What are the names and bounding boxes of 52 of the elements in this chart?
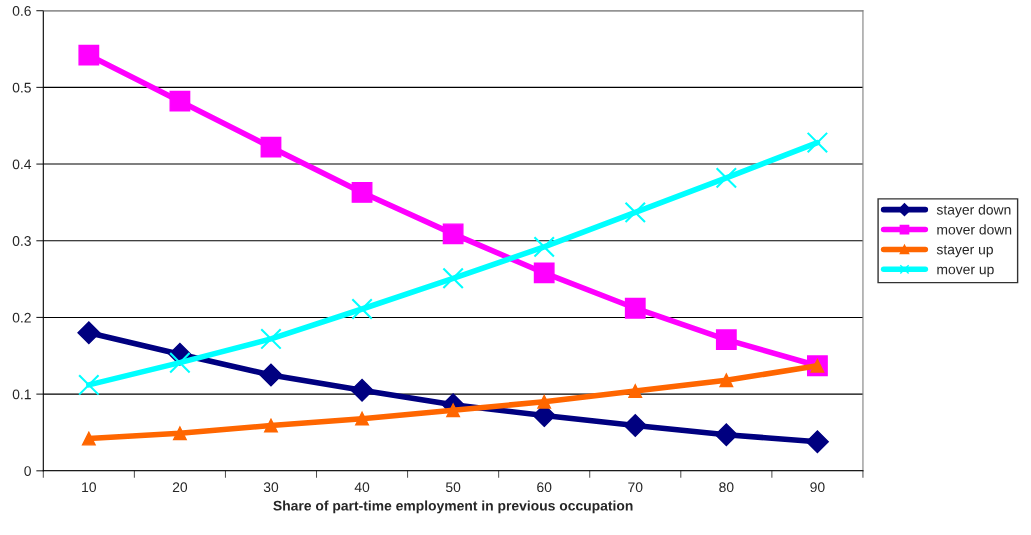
- legend-label: mover down: [937, 224, 1012, 235]
- point: [78, 44, 100, 66]
- x-tick-label: 80: [719, 482, 734, 493]
- point: [264, 418, 278, 433]
- point: [714, 423, 738, 447]
- point: [537, 394, 552, 409]
- point: [260, 136, 282, 158]
- x-tick-label: 30: [263, 482, 279, 493]
- point: [715, 167, 738, 189]
- point: [169, 351, 191, 374]
- y-tick-label: 0.2: [12, 312, 31, 323]
- legend-label: stayer down: [936, 204, 1011, 218]
- point: [259, 363, 283, 387]
- legend-label: stayer up: [936, 245, 993, 258]
- point: [442, 223, 464, 245]
- x-axis-title: Share of part-time employment in previous occupation: [273, 500, 633, 514]
- point: [81, 431, 96, 446]
- point: [169, 90, 191, 112]
- point: [78, 374, 100, 396]
- x-tick-label: 50: [445, 482, 461, 493]
- y-tick-label: 0: [24, 466, 31, 476]
- y-tick-label: 0.5: [12, 82, 31, 93]
- y-tick-label: 0.4: [12, 159, 32, 170]
- point: [351, 182, 373, 203]
- x-tick-label: 20: [172, 482, 188, 493]
- y-tick-label: 0.1: [12, 389, 31, 400]
- point: [355, 411, 369, 426]
- x-tick-label: 40: [354, 482, 370, 493]
- y-tick-label: 0.3: [12, 236, 31, 246]
- point: [446, 403, 461, 418]
- x-tick-label: 70: [628, 482, 643, 493]
- point: [260, 328, 282, 350]
- point: [351, 298, 373, 320]
- x-tick-label: 10: [82, 482, 97, 493]
- point: [624, 297, 646, 319]
- point: [77, 321, 101, 345]
- point: [533, 262, 555, 284]
- point: [715, 329, 737, 351]
- point: [350, 378, 374, 402]
- point: [533, 236, 555, 258]
- point: [805, 430, 829, 454]
- point: [172, 426, 187, 441]
- legend-label: mover up: [937, 266, 994, 278]
- x-tick-label: 60: [537, 482, 552, 493]
- point: [442, 267, 464, 290]
- y-tick-label: 0.6: [12, 6, 31, 16]
- point: [624, 201, 647, 224]
- point: [719, 373, 734, 388]
- point: [623, 414, 647, 438]
- point: [806, 131, 829, 154]
- point: [628, 384, 643, 398]
- x-tick-label: 90: [810, 482, 825, 493]
